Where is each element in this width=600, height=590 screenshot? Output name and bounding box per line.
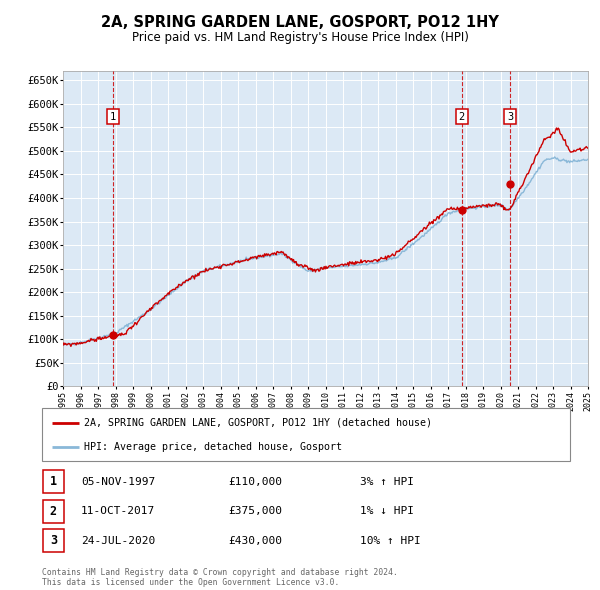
Text: Contains HM Land Registry data © Crown copyright and database right 2024.
This d: Contains HM Land Registry data © Crown c… bbox=[42, 568, 398, 587]
Text: 3: 3 bbox=[50, 534, 57, 548]
Text: 24-JUL-2020: 24-JUL-2020 bbox=[81, 536, 155, 546]
Text: 2: 2 bbox=[50, 504, 57, 518]
Text: HPI: Average price, detached house, Gosport: HPI: Average price, detached house, Gosp… bbox=[84, 442, 342, 452]
Text: 3: 3 bbox=[507, 112, 514, 122]
Text: 1% ↓ HPI: 1% ↓ HPI bbox=[360, 506, 414, 516]
Text: 2: 2 bbox=[458, 112, 465, 122]
Text: 10% ↑ HPI: 10% ↑ HPI bbox=[360, 536, 421, 546]
Text: 1: 1 bbox=[50, 475, 57, 489]
Text: £430,000: £430,000 bbox=[228, 536, 282, 546]
Text: Price paid vs. HM Land Registry's House Price Index (HPI): Price paid vs. HM Land Registry's House … bbox=[131, 31, 469, 44]
Text: £110,000: £110,000 bbox=[228, 477, 282, 487]
Text: 1: 1 bbox=[110, 112, 116, 122]
Text: 11-OCT-2017: 11-OCT-2017 bbox=[81, 506, 155, 516]
Text: £375,000: £375,000 bbox=[228, 506, 282, 516]
Text: 2A, SPRING GARDEN LANE, GOSPORT, PO12 1HY (detached house): 2A, SPRING GARDEN LANE, GOSPORT, PO12 1H… bbox=[84, 418, 432, 428]
Text: 2A, SPRING GARDEN LANE, GOSPORT, PO12 1HY: 2A, SPRING GARDEN LANE, GOSPORT, PO12 1H… bbox=[101, 15, 499, 30]
Text: 05-NOV-1997: 05-NOV-1997 bbox=[81, 477, 155, 487]
Text: 3% ↑ HPI: 3% ↑ HPI bbox=[360, 477, 414, 487]
